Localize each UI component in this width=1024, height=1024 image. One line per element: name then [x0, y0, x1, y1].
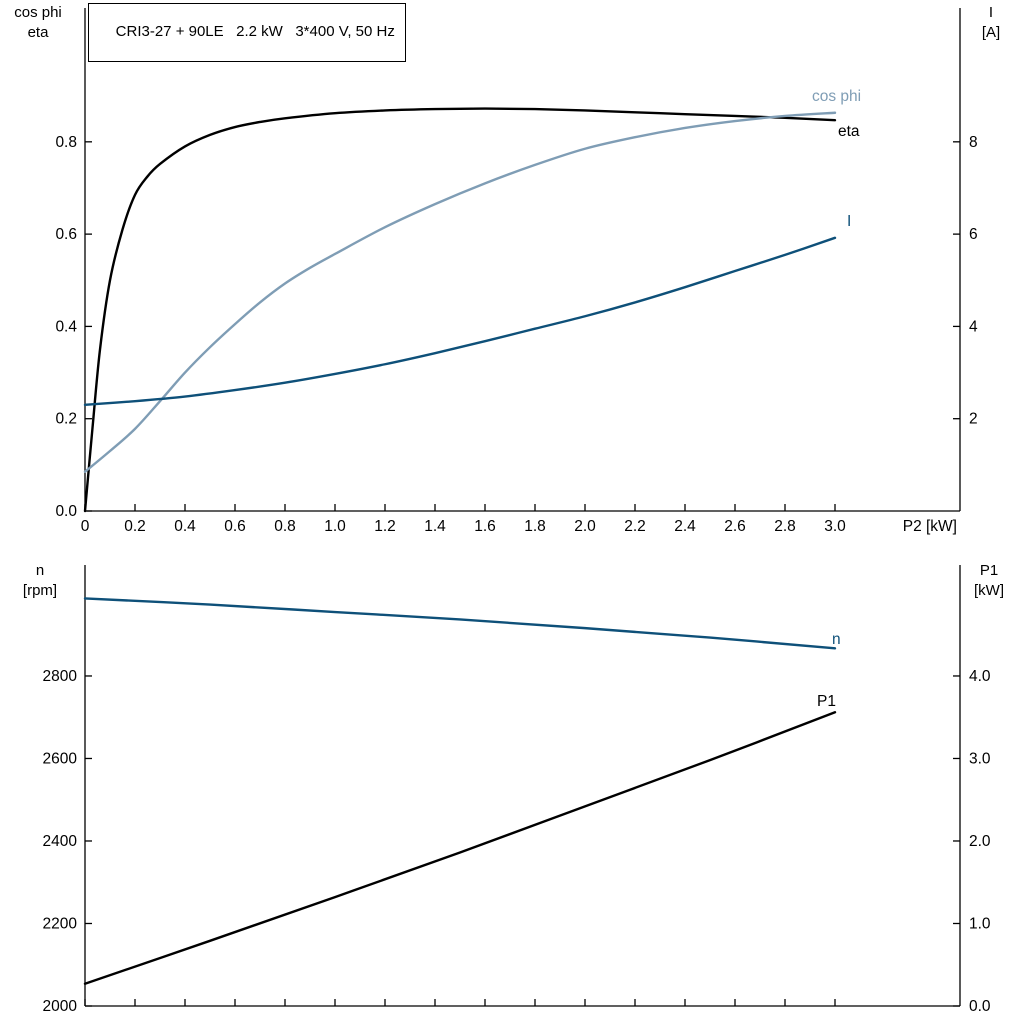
right-tick-label: 1.0 — [969, 915, 991, 932]
left-tick-label: 0.6 — [55, 226, 77, 243]
curve-label-i: I — [847, 213, 851, 230]
x-tick-label: 2.6 — [724, 518, 746, 535]
left-axis-title-line2: eta — [27, 24, 49, 41]
right-axis-title-line2: [A] — [981, 24, 1001, 41]
left-tick-label: 2200 — [43, 915, 78, 932]
x-tick-label: 3.0 — [824, 518, 846, 535]
chart-title-box: CRI3-27 + 90LE 2.2 kW 3*400 V, 50 Hz — [88, 3, 406, 62]
bottom-chart-left-ticks: 2000 2200 2400 2600 2800 — [43, 668, 92, 1015]
left-axis-title-line1: cos phi — [14, 4, 62, 21]
right-tick-label: 4 — [969, 318, 978, 335]
right-tick-label: 2 — [969, 411, 978, 428]
bottom-chart-left-axis-title: n [rpm] — [6, 561, 74, 601]
right-tick-label: 4.0 — [969, 668, 991, 685]
top-chart-right-axis-title: I [A] — [966, 3, 1016, 43]
top-chart-axes — [84, 8, 961, 512]
top-chart-x-ticks: 0 0.2 0.4 0.6 0.8 1.0 1.2 1.4 1.6 1.8 2.0 2.2 2.4 2.6… — [81, 504, 957, 535]
bottom-chart-right-axis-title: P1 [kW] — [962, 561, 1016, 601]
left-axis-title-line1: n — [35, 562, 45, 579]
right-tick-label: 8 — [969, 134, 978, 151]
left-tick-label: 0.2 — [55, 411, 77, 428]
left-tick-label: 2600 — [43, 750, 78, 767]
x-tick-label: 0.6 — [224, 518, 246, 535]
right-tick-label: 0.0 — [969, 998, 991, 1015]
curve-i — [83, 236, 837, 407]
left-tick-label: 0.8 — [55, 134, 77, 151]
x-tick-label: 1.6 — [474, 518, 496, 535]
right-axis-title-line2: [kW] — [974, 582, 1004, 599]
x-tick-label: 2.4 — [674, 518, 696, 535]
x-tick-label: 2.2 — [624, 518, 646, 535]
x-tick-label: 1.2 — [374, 518, 396, 535]
top-chart-right-ticks: 2 4 6 8 — [953, 134, 978, 428]
x-tick-label: 0.2 — [124, 518, 146, 535]
top-chart-left-ticks: 0.0 0.2 0.4 0.6 0.8 — [55, 134, 92, 520]
x-tick-label: 0.8 — [274, 518, 296, 535]
x-tick-label: 2.0 — [574, 518, 596, 535]
chart-title-text: CRI3-27 + 90LE 2.2 kW 3*400 V, 50 Hz — [115, 23, 395, 40]
x-tick-label: 0.4 — [174, 518, 196, 535]
curve-label-n: n — [832, 631, 841, 648]
bottom-chart-axes — [84, 565, 961, 1007]
right-axis-title-line1: P1 — [979, 562, 999, 579]
x-tick-label: 2.8 — [774, 518, 796, 535]
curve-label-cos-phi: cos phi — [812, 88, 861, 105]
curve-cos-phi — [83, 111, 837, 473]
curve-p1 — [83, 711, 837, 985]
x-tick-label: 1.4 — [424, 518, 446, 535]
right-axis-title-line1: I — [988, 4, 994, 21]
left-tick-label: 0.4 — [55, 318, 77, 335]
curve-eta — [83, 107, 837, 513]
curve-label-p1: P1 — [817, 693, 836, 710]
curve-label-eta: eta — [838, 123, 860, 140]
curve-n — [83, 597, 837, 650]
right-tick-label: 6 — [969, 226, 978, 243]
left-tick-label: 2800 — [43, 668, 78, 685]
bottom-chart: 2000 2200 2400 2600 2800 0.0 1.0 2.0 3.0 4.0 n P1 — [43, 565, 991, 1015]
x-tick-label: 1.8 — [524, 518, 546, 535]
left-tick-label: 0.0 — [55, 503, 77, 520]
x-axis-label: P2 [kW] — [903, 518, 957, 535]
left-axis-title-line2: [rpm] — [22, 582, 58, 599]
bottom-chart-x-ticks — [84, 999, 836, 1006]
x-tick-label: 0 — [81, 518, 90, 535]
x-tick-label: 1.0 — [324, 518, 346, 535]
right-tick-label: 2.0 — [969, 833, 991, 850]
left-tick-label: 2400 — [43, 833, 78, 850]
left-tick-label: 2000 — [43, 998, 78, 1015]
bottom-chart-right-ticks: 0.0 1.0 2.0 3.0 4.0 — [953, 668, 991, 1015]
top-chart: 0 0.2 0.4 0.6 0.8 1.0 1.2 1.4 1.6 1.8 2.0 2.2 2.4 2.6… — [55, 8, 978, 535]
right-tick-label: 3.0 — [969, 750, 991, 767]
top-chart-left-axis-title: cos phi eta — [4, 3, 72, 43]
